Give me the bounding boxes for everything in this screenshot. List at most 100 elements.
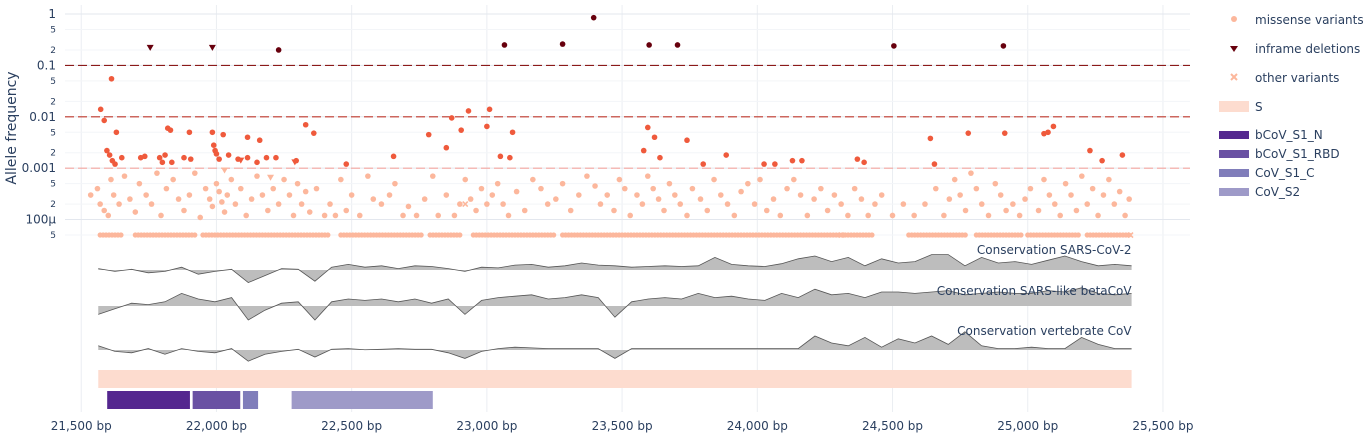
missense-variant-point [370,196,377,202]
legend-domain-swatch[interactable] [1219,131,1249,139]
missense-variant-point [538,185,544,192]
legend-domain-label[interactable]: bCoV_S1_N [1255,128,1323,142]
missense-variant-point [724,201,731,207]
missense-variant-point [858,196,865,202]
y-minor-tick-label: 5 [50,128,56,138]
missense-variant-point [634,192,640,198]
missense-variant-point [592,183,598,189]
missense-variant-point [878,192,885,198]
missense-variant-point [110,192,117,198]
missense-variant-point [811,196,817,202]
missense-variant-point [1122,212,1128,219]
missense-variant-point [962,207,969,214]
x-tick-label: 25,500 bp [1132,419,1193,433]
missense-variant-point [216,188,222,195]
missense-variant-point [1018,232,1024,238]
missense-variant-point [941,212,947,219]
variant-points [87,14,1134,239]
missense-variant-point [448,115,455,121]
missense-variant-point [791,176,797,183]
legend-inframe-marker[interactable] [1230,46,1238,52]
legend-other-marker[interactable] [1230,73,1238,81]
legend-domain-label[interactable]: bCoV_S1_RBD [1255,147,1340,161]
legend-missense-marker[interactable] [1231,16,1237,22]
legend-missense-label[interactable]: missense variants [1255,13,1363,27]
missense-variant-point [757,176,763,183]
x-tick-label: 22,000 bp [186,419,247,433]
missense-variant-point [154,170,160,176]
missense-variant-point [286,192,293,198]
legend-domain-label[interactable]: CoV_S2 [1255,185,1300,199]
y-minor-tick-label: 5 [50,180,56,190]
missense-variant-point [1022,196,1028,202]
missense-variant-point [544,201,551,207]
legend-inframe-label[interactable]: inframe deletions [1255,42,1360,56]
conservation-tracks: Conservation SARS-CoV-2 Conservation SARS… [98,243,1132,362]
missense-variant-point [957,192,963,198]
missense-variant-point [824,207,831,214]
legend-domain-swatch[interactable] [1219,188,1249,196]
inframe-deletion-point [221,167,229,174]
legend-domain-label[interactable]: CoV_S1_C [1255,166,1315,180]
missense-variant-point [494,180,501,187]
missense-variant-point [1027,185,1034,192]
conservation-area [98,331,1132,362]
missense-variant-point [804,212,811,219]
missense-variant-point [192,232,198,238]
missense-variant-point [1046,192,1053,198]
missense-variant-point [421,196,428,202]
missense-variant-point [672,192,678,198]
missense-variant-point [965,130,972,136]
missense-variant-point [1106,176,1112,183]
missense-variant-point [889,212,896,219]
legend-gene-label[interactable]: S [1255,100,1263,114]
missense-variant-point [1073,207,1080,214]
x-tick-label: 22,500 bp [321,419,382,433]
missense-variant-point [148,201,155,207]
missense-variant-point [978,201,985,207]
missense-variant-point [338,176,344,183]
x-tick-label: 25,000 bp [997,419,1058,433]
missense-variant-point [209,203,216,210]
y-tick-label: 0.01 [29,110,56,124]
missense-variant-point [1119,152,1126,158]
legend-domain-swatch[interactable] [1219,169,1249,177]
missense-variant-point [486,106,493,113]
legend-domain-swatch[interactable] [1219,150,1249,158]
x-tick-label: 24,000 bp [727,419,788,433]
conservation-area [98,254,1132,283]
missense-variant-point [1068,192,1074,198]
missense-variant-point [378,201,385,207]
missense-variant-point [127,196,133,202]
missense-variant-point [677,201,684,207]
missense-variant-point [584,173,590,179]
gene-bar-s [98,370,1132,388]
missense-variant-point [651,134,658,141]
missense-variant-point [186,129,193,136]
missense-variant-point [997,192,1004,198]
missense-variant-point [1089,185,1096,192]
missense-variant-point [158,212,164,219]
missense-variant-point [689,185,696,192]
missense-variant-point [298,201,305,207]
missense-variant-point [321,212,328,219]
missense-variant-point [551,232,557,238]
missense-variant-point [390,153,397,160]
missense-variant-point [951,176,958,183]
missense-variant-point [1045,129,1051,136]
legend-other-label[interactable]: other variants [1255,71,1339,85]
missense-variant-point [343,207,350,214]
missense-variant-point [254,173,260,179]
domain-bar [291,391,433,409]
conservation-area [98,287,1132,320]
missense-variant-point [302,188,309,195]
missense-variant-point [501,42,508,48]
missense-variant-point [772,161,778,167]
legend-gene-swatch[interactable] [1219,101,1249,112]
x-axis-ticks: 21,500 bp 22,000 bp 22,500 bp 23,000 bp 23,5… [51,419,1194,433]
missense-variant-point [597,201,604,207]
missense-variant-point [530,176,536,183]
missense-variant-point [356,212,363,219]
inframe-deletion-point [146,44,154,51]
missense-variant-point [911,212,917,219]
